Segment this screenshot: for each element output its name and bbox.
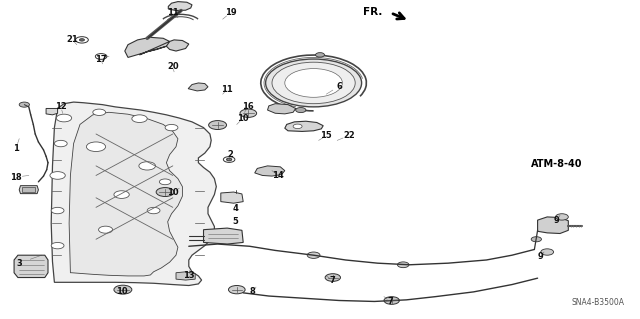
Text: 15: 15 bbox=[321, 131, 332, 140]
Text: 2: 2 bbox=[227, 150, 234, 159]
Circle shape bbox=[240, 109, 257, 117]
Circle shape bbox=[293, 124, 302, 129]
Polygon shape bbox=[19, 186, 38, 194]
Circle shape bbox=[209, 121, 227, 130]
Circle shape bbox=[114, 191, 129, 198]
Circle shape bbox=[51, 242, 64, 249]
Text: 19: 19 bbox=[225, 8, 236, 17]
Polygon shape bbox=[538, 217, 568, 234]
Polygon shape bbox=[255, 166, 285, 176]
Circle shape bbox=[266, 59, 362, 107]
Text: 22: 22 bbox=[343, 131, 355, 140]
Text: 3: 3 bbox=[17, 259, 22, 268]
Text: 9: 9 bbox=[538, 252, 543, 261]
Circle shape bbox=[156, 188, 174, 197]
Circle shape bbox=[556, 214, 568, 220]
Polygon shape bbox=[221, 192, 243, 203]
Text: 7: 7 bbox=[388, 297, 393, 306]
Polygon shape bbox=[285, 121, 323, 131]
Circle shape bbox=[86, 142, 106, 152]
Circle shape bbox=[397, 262, 409, 268]
Text: SNA4-B3500A: SNA4-B3500A bbox=[571, 298, 624, 307]
Text: 1: 1 bbox=[13, 144, 19, 153]
Circle shape bbox=[384, 297, 399, 304]
Text: 11: 11 bbox=[167, 8, 179, 17]
Text: 7: 7 bbox=[330, 276, 335, 285]
Text: 21: 21 bbox=[67, 35, 78, 44]
Text: 20: 20 bbox=[167, 63, 179, 71]
Circle shape bbox=[51, 207, 64, 214]
Polygon shape bbox=[14, 255, 48, 278]
Text: 11: 11 bbox=[221, 85, 233, 94]
Text: 10: 10 bbox=[167, 189, 179, 197]
Circle shape bbox=[325, 274, 340, 281]
Text: 12: 12 bbox=[55, 102, 67, 111]
Text: FR.: FR. bbox=[364, 7, 383, 17]
Text: 8: 8 bbox=[250, 287, 255, 296]
Circle shape bbox=[541, 249, 554, 255]
Text: 10: 10 bbox=[116, 287, 127, 296]
Circle shape bbox=[19, 102, 29, 107]
Circle shape bbox=[132, 115, 147, 122]
Text: 13: 13 bbox=[183, 271, 195, 280]
Text: 17: 17 bbox=[95, 55, 107, 63]
Circle shape bbox=[531, 237, 541, 242]
Circle shape bbox=[296, 108, 306, 113]
Circle shape bbox=[139, 162, 156, 170]
Circle shape bbox=[223, 157, 235, 162]
Text: 9: 9 bbox=[554, 216, 559, 225]
Circle shape bbox=[147, 207, 160, 214]
Circle shape bbox=[316, 53, 324, 57]
Polygon shape bbox=[168, 2, 192, 11]
Circle shape bbox=[285, 69, 342, 97]
Circle shape bbox=[79, 39, 84, 41]
Text: —: — bbox=[104, 54, 109, 59]
Circle shape bbox=[93, 109, 106, 115]
Text: 5: 5 bbox=[232, 217, 239, 226]
Circle shape bbox=[95, 54, 107, 59]
Polygon shape bbox=[51, 102, 216, 286]
Circle shape bbox=[54, 140, 67, 147]
Circle shape bbox=[50, 172, 65, 179]
Polygon shape bbox=[204, 228, 243, 244]
Circle shape bbox=[307, 252, 320, 258]
Circle shape bbox=[76, 37, 88, 43]
Circle shape bbox=[227, 158, 232, 161]
Circle shape bbox=[165, 124, 178, 131]
Text: ATM-8-40: ATM-8-40 bbox=[531, 159, 582, 169]
Polygon shape bbox=[188, 83, 208, 91]
Circle shape bbox=[228, 286, 245, 294]
Polygon shape bbox=[268, 104, 296, 114]
Polygon shape bbox=[22, 187, 35, 192]
Polygon shape bbox=[176, 272, 195, 280]
Text: 16: 16 bbox=[243, 102, 254, 111]
Text: 10: 10 bbox=[237, 114, 249, 122]
Circle shape bbox=[114, 285, 132, 294]
Circle shape bbox=[99, 226, 113, 233]
Text: 4: 4 bbox=[232, 204, 239, 213]
Circle shape bbox=[272, 62, 355, 104]
Polygon shape bbox=[46, 108, 58, 115]
Polygon shape bbox=[125, 37, 189, 57]
Text: 6: 6 bbox=[336, 82, 342, 91]
Text: 18: 18 bbox=[10, 173, 22, 182]
Circle shape bbox=[56, 114, 72, 122]
Text: 14: 14 bbox=[273, 171, 284, 180]
Polygon shape bbox=[69, 112, 182, 276]
Circle shape bbox=[159, 179, 171, 185]
